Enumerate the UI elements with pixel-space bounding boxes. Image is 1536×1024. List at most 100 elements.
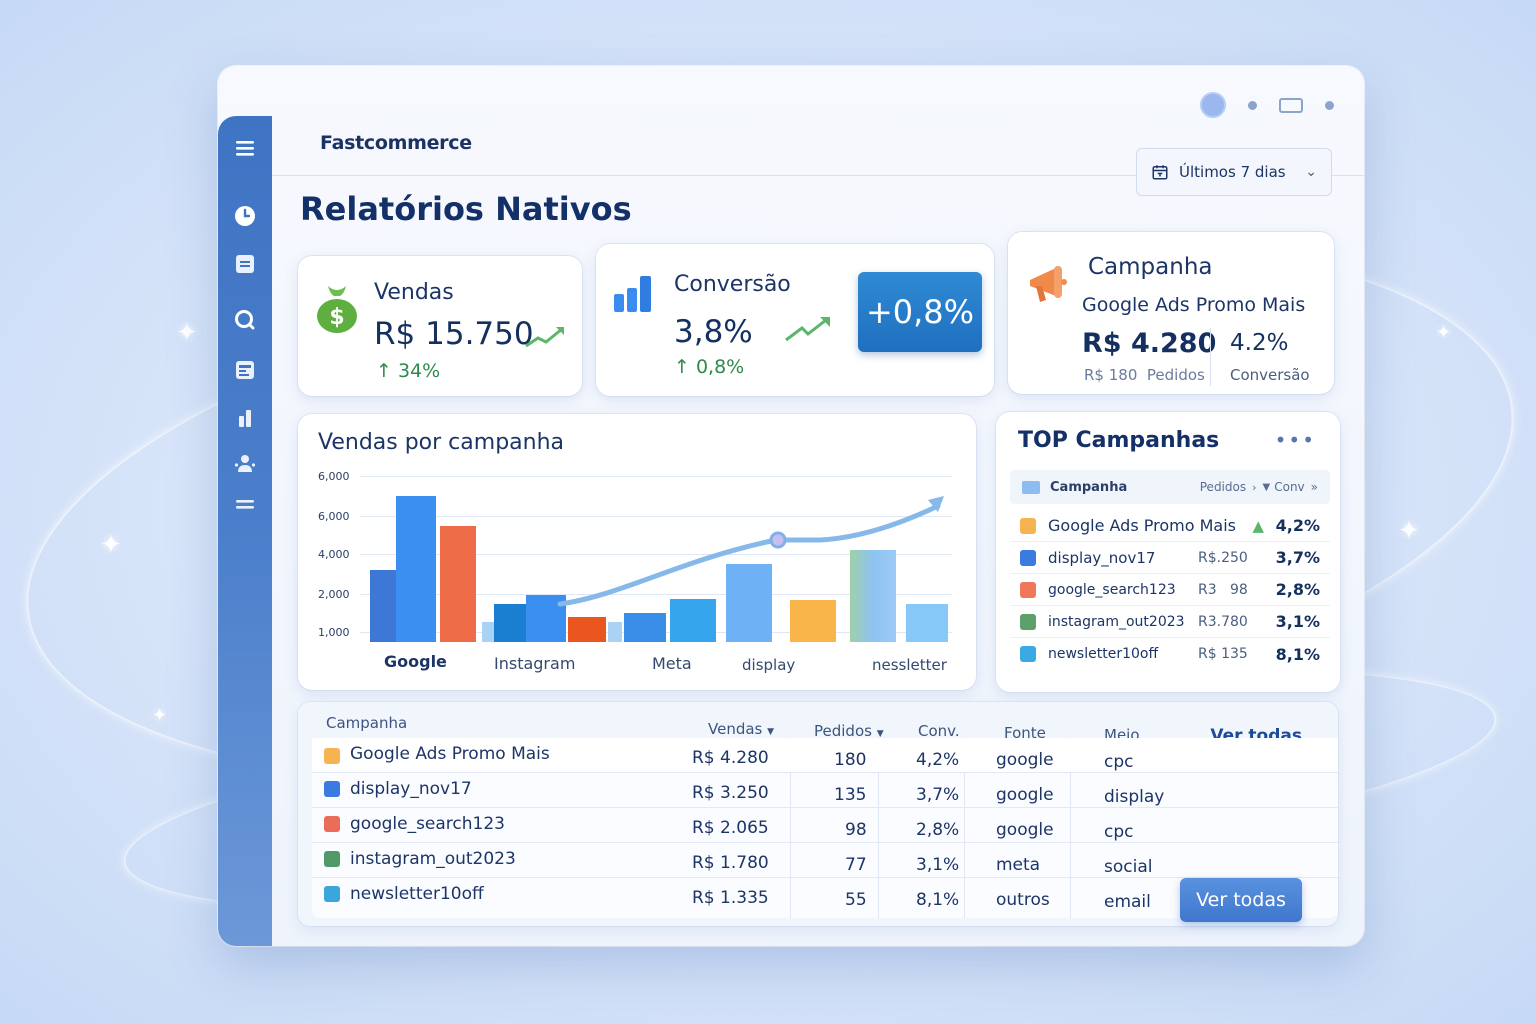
table-row[interactable]: instagram_out2023 R$ 1.780 77 3,1% meta … xyxy=(312,843,1338,878)
bar[interactable] xyxy=(494,604,526,642)
bar[interactable] xyxy=(482,622,494,642)
top-campaign-row[interactable]: Google Ads Promo Mais ▲ 4,2% xyxy=(1010,510,1330,542)
source-value: google xyxy=(996,750,1054,770)
column-divider xyxy=(964,738,965,918)
x-label: nessletter xyxy=(872,656,947,674)
kpi-card-conversao[interactable]: Conversão 3,8% ↑ 0,8% +0,8% xyxy=(596,244,994,396)
trend-up-icon xyxy=(785,317,830,342)
source-value: google xyxy=(996,820,1054,840)
bar-chart-icon[interactable] xyxy=(218,406,272,430)
column-header[interactable]: Pedidos xyxy=(1199,480,1247,494)
table-row[interactable]: Google Ads Promo Mais R$ 4.280 180 4,2% … xyxy=(312,738,1338,773)
kpi-card-vendas[interactable]: $ Vendas R$ 15.750 ↑ 34% xyxy=(298,256,582,396)
campaign-conv: 8,1% xyxy=(1275,644,1320,664)
campaign-name: google_search123 xyxy=(1048,581,1176,598)
color-swatch xyxy=(324,816,340,832)
list-icon[interactable] xyxy=(218,492,272,516)
users-icon[interactable] xyxy=(218,452,272,476)
source-value: meta xyxy=(996,855,1041,875)
kpi-card-campanha[interactable]: Campanha Google Ads Promo Mais R$ 4.280 … xyxy=(1008,232,1334,394)
bar[interactable] xyxy=(850,550,896,642)
table-row[interactable]: newsletter10off R$ 1.335 55 8,1% outros … xyxy=(312,878,1338,913)
bar[interactable] xyxy=(568,617,606,642)
top-bar: Fastcommerce xyxy=(272,116,1364,176)
top-campaign-row[interactable]: google_search123 R3 98 2,8% xyxy=(1010,574,1330,606)
conv-value: 8,1% xyxy=(916,890,960,910)
top-campaign-row[interactable]: display_nov17 R$.250 3,7% xyxy=(1010,542,1330,574)
bar[interactable] xyxy=(608,622,622,642)
column-header-campanha[interactable]: Campanha xyxy=(326,714,408,732)
bar[interactable] xyxy=(906,604,948,642)
bar[interactable] xyxy=(670,599,716,642)
color-swatch xyxy=(1020,581,1036,598)
column-header-conv[interactable]: Conv. xyxy=(918,722,960,740)
medium-value: cpc xyxy=(1104,822,1134,842)
table-row[interactable]: display_nov17 R$ 3.250 135 3,7% google d… xyxy=(312,773,1338,808)
column-header-fonte[interactable]: Fonte xyxy=(1004,724,1046,742)
top-campaign-row[interactable]: newsletter10off R$ 135 8,1% xyxy=(1010,638,1330,670)
menu-icon[interactable] xyxy=(218,136,272,160)
search-icon[interactable] xyxy=(218,308,272,332)
top-campaigns-header: Campanha Pedidos › ▼ Conv » xyxy=(1010,470,1330,504)
column-header[interactable]: Conv xyxy=(1274,480,1305,494)
color-swatch xyxy=(324,851,340,867)
conv-value: 3,7% xyxy=(916,785,960,805)
color-swatch xyxy=(324,748,340,764)
minimize-button[interactable] xyxy=(1248,100,1257,110)
bar[interactable] xyxy=(370,570,396,642)
color-swatch xyxy=(1020,646,1036,662)
orders-value: 135 xyxy=(834,785,867,805)
report-icon[interactable] xyxy=(218,358,272,382)
date-range-select[interactable]: Últimos 7 dias ⌄ xyxy=(1136,148,1332,196)
medium-value: display xyxy=(1104,787,1165,807)
x-label: display xyxy=(742,656,796,674)
close-button[interactable] xyxy=(1325,100,1334,110)
filter-icon[interactable]: ▼ xyxy=(1262,481,1271,493)
chart-title: Vendas por campanha xyxy=(318,430,565,455)
campaign-name: display_nov17 xyxy=(1048,548,1156,567)
bar[interactable] xyxy=(396,496,436,642)
bar[interactable] xyxy=(440,526,476,642)
campaign-conv: 3,7% xyxy=(1275,548,1320,567)
campaign-conv: 3,1% xyxy=(1275,612,1320,631)
top-campaign-row[interactable]: instagram_out2023 R3.780 3,1% xyxy=(1010,606,1330,638)
folder-icon xyxy=(1022,480,1040,494)
campaign-orders: R$.250 xyxy=(1198,549,1248,566)
grid-line xyxy=(360,516,952,517)
bar[interactable] xyxy=(790,600,836,642)
grid-line xyxy=(360,476,952,477)
source-value: google xyxy=(996,785,1054,805)
sales-value: R$ 1.335 xyxy=(692,888,769,908)
column-header[interactable]: Campanha xyxy=(1050,479,1128,495)
campaign-name: newsletter10off xyxy=(350,884,484,904)
document-icon[interactable] xyxy=(218,252,272,276)
sparkle-icon: ✦ xyxy=(100,530,122,560)
bar[interactable] xyxy=(726,564,772,642)
campaign-conv-label: Conversão xyxy=(1230,366,1310,384)
kpi-label: Campanha xyxy=(1088,254,1213,280)
more-options-icon[interactable]: ••• xyxy=(1274,428,1316,452)
arrow-up-icon: ↑ xyxy=(674,356,690,378)
campaign-name: Google Ads Promo Mais xyxy=(350,744,550,764)
column-header-vendas[interactable]: Vendas ▼ xyxy=(708,720,775,738)
bar[interactable] xyxy=(624,613,666,642)
source-value: outros xyxy=(996,890,1050,910)
table-row[interactable]: google_search123 R$ 2.065 98 2,8% google… xyxy=(312,808,1338,843)
megaphone-icon xyxy=(1030,266,1067,302)
svg-text:$: $ xyxy=(329,305,344,330)
trend-up-icon xyxy=(525,327,564,348)
brand-logo[interactable]: Fastcommerce xyxy=(320,132,472,154)
kpi-label: Vendas xyxy=(374,280,454,305)
view-all-button[interactable]: Ver todas xyxy=(1180,878,1302,922)
double-chevron-icon: » xyxy=(1310,480,1318,494)
kpi-delta: ↑ 34% xyxy=(376,360,441,382)
color-swatch xyxy=(1020,613,1036,630)
y-tick: 6,000 xyxy=(318,510,350,523)
clock-icon[interactable] xyxy=(218,204,272,228)
orders-value: 77 xyxy=(845,855,867,875)
profile-avatar[interactable] xyxy=(1200,92,1226,118)
money-bag-icon: $ xyxy=(317,286,357,333)
sort-desc-icon: ▼ xyxy=(767,727,775,737)
column-header-pedidos[interactable]: Pedidos ▼ xyxy=(814,722,884,740)
maximize-button[interactable] xyxy=(1279,97,1303,113)
